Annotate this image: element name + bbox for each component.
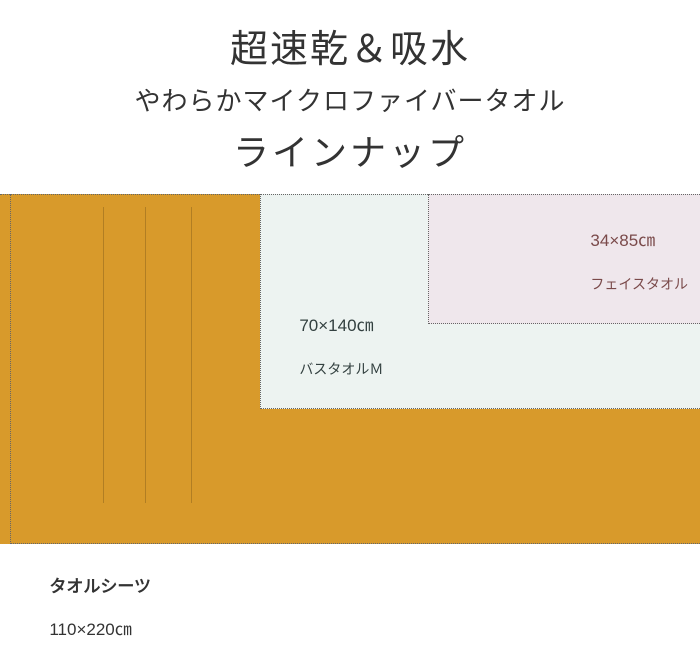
seam-line (103, 207, 104, 503)
title-line-3: ラインナップ (0, 124, 700, 176)
seam-line (145, 207, 146, 503)
label-s: 34×85㎝ フェイスタオル (562, 209, 688, 315)
label-s-name: フェイスタオル (590, 276, 688, 292)
label-s-size: 34×85㎝ (590, 231, 655, 250)
title-line-1: 超速乾＆吸水 (0, 18, 700, 73)
label-l: タオルシーツ 110×220㎝ (21, 555, 151, 661)
label-l-name: タオルシーツ (49, 577, 151, 596)
label-l-size: 110×220㎝ (49, 620, 131, 639)
title-line-2: やわらかマイクロファイバータオル (0, 81, 700, 118)
header: 超速乾＆吸水 やわらかマイクロファイバータオル ラインナップ (0, 0, 700, 176)
diagram-box-s: 34×85㎝ フェイスタオル (428, 194, 700, 324)
label-m-name: バスタオルＭ (299, 361, 383, 377)
label-m-size: 70×140㎝ (299, 316, 373, 335)
label-m: 70×140㎝ バスタオルＭ (271, 294, 383, 400)
size-diagram: タオルシーツ 110×220㎝ 70×140㎝ バスタオルＭ 34×85㎝ フェ… (0, 194, 700, 586)
seam-line (191, 207, 192, 503)
